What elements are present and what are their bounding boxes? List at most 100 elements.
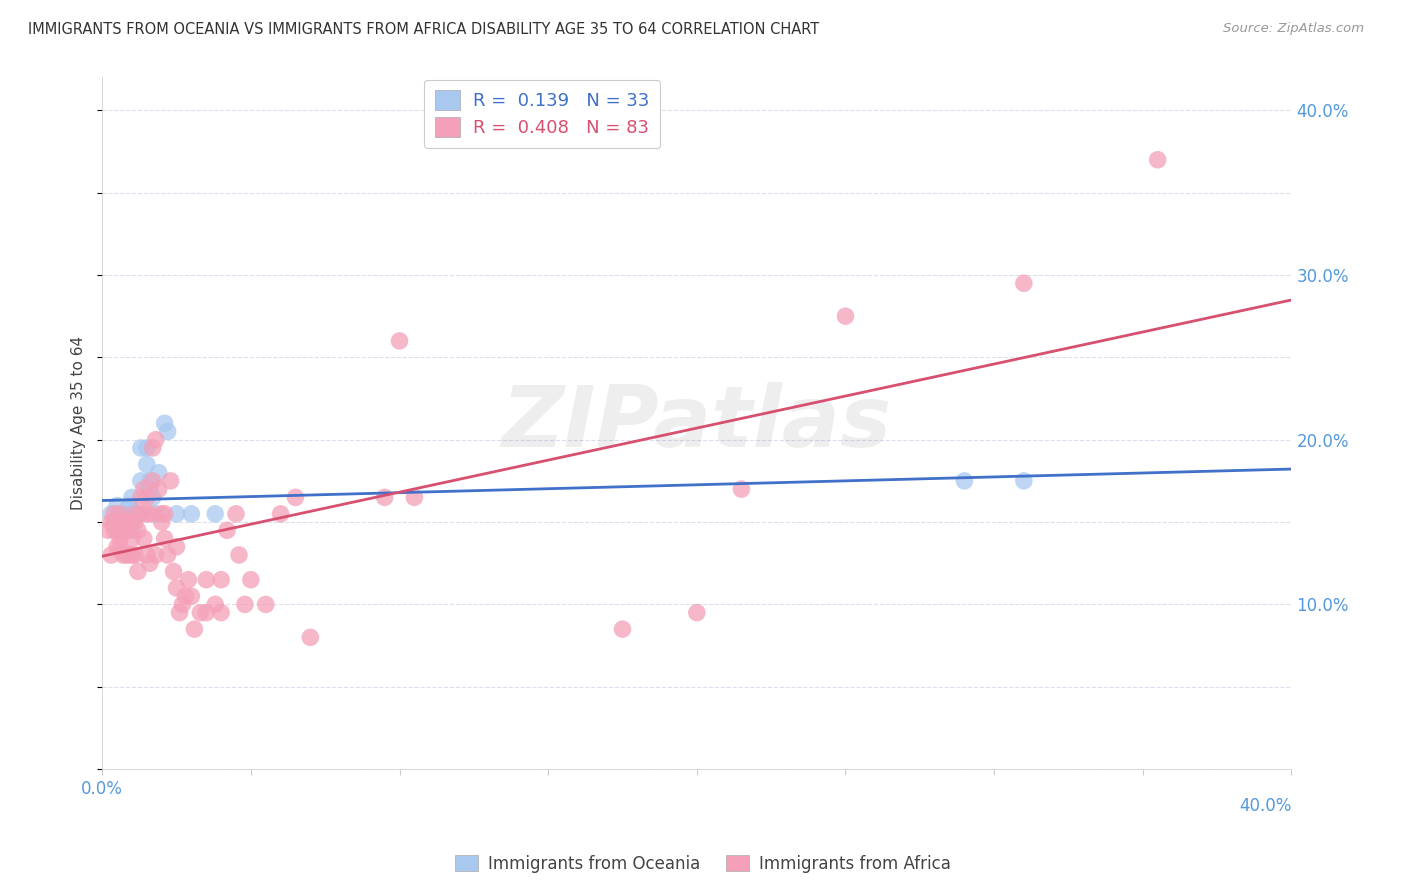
Point (153, 532, 176, 546)
Point (127, 507, 149, 521)
Text: Source: ZipAtlas.com: Source: ZipAtlas.com (1223, 22, 1364, 36)
Point (118, 515, 141, 529)
Point (111, 507, 134, 521)
Point (145, 548, 167, 562)
Point (953, 474, 976, 488)
Point (118, 515, 141, 529)
Point (209, 606, 232, 620)
Point (233, 598, 256, 612)
Point (148, 466, 170, 480)
Point (105, 524, 128, 538)
Point (124, 507, 146, 521)
Point (159, 474, 181, 488)
Point (124, 548, 146, 562)
Point (299, 631, 322, 645)
Point (195, 606, 218, 620)
Point (188, 606, 211, 620)
Point (132, 482, 155, 496)
Point (127, 524, 149, 538)
Point (103, 507, 125, 521)
Y-axis label: Disability Age 35 to 64: Disability Age 35 to 64 (72, 336, 86, 510)
Point (105, 499, 128, 513)
Point (388, 334, 411, 348)
Point (118, 524, 141, 538)
Point (150, 515, 173, 529)
Point (103, 515, 125, 529)
Point (121, 532, 143, 546)
Point (129, 441, 152, 455)
Point (100, 548, 122, 562)
Point (145, 433, 167, 447)
Text: ZIPatlas: ZIPatlas (502, 382, 891, 465)
Point (177, 573, 200, 587)
Point (162, 565, 184, 579)
Point (166, 507, 188, 521)
Point (108, 524, 131, 538)
Point (111, 515, 134, 529)
Point (239, 573, 262, 587)
Point (204, 507, 226, 521)
Point (103, 524, 125, 538)
Point (111, 524, 134, 538)
Point (105, 524, 128, 538)
Point (124, 507, 146, 521)
Point (156, 548, 179, 562)
Point (139, 474, 162, 488)
Text: IMMIGRANTS FROM OCEANIA VS IMMIGRANTS FROM AFRICA DISABILITY AGE 35 TO 64 CORREL: IMMIGRANTS FROM OCEANIA VS IMMIGRANTS FR… (28, 22, 820, 37)
Point (135, 458, 157, 472)
Point (166, 581, 188, 595)
Point (166, 540, 188, 554)
Point (148, 482, 170, 496)
Point (108, 532, 131, 546)
Point (121, 515, 143, 529)
Point (103, 515, 125, 529)
Point (254, 598, 277, 612)
Point (142, 441, 165, 455)
Point (118, 548, 141, 562)
Point (404, 491, 426, 505)
Point (108, 507, 131, 521)
Point (105, 515, 128, 529)
Point (209, 573, 232, 587)
Point (115, 524, 138, 538)
Point (129, 491, 152, 505)
Point (129, 474, 152, 488)
Point (108, 507, 131, 521)
Point (169, 606, 191, 620)
Point (118, 499, 141, 513)
Legend: R =  0.139   N = 33, R =  0.408   N = 83: R = 0.139 N = 33, R = 0.408 N = 83 (425, 79, 661, 148)
Point (1012, 277, 1035, 291)
Point (139, 482, 162, 496)
Point (115, 515, 138, 529)
Point (105, 540, 128, 554)
Point (132, 532, 155, 546)
Point (121, 491, 143, 505)
Point (1146, 153, 1168, 167)
Point (156, 425, 179, 439)
Point (108, 540, 131, 554)
Point (1012, 474, 1035, 488)
Point (270, 507, 292, 521)
Point (142, 474, 165, 488)
Point (135, 441, 157, 455)
Point (139, 507, 162, 521)
Point (153, 417, 176, 431)
Point (225, 507, 247, 521)
Point (217, 524, 239, 538)
Point (111, 548, 134, 562)
Point (121, 507, 143, 521)
Point (142, 491, 165, 505)
Point (139, 556, 162, 570)
Point (172, 598, 194, 612)
Point (834, 310, 856, 324)
Point (108, 515, 131, 529)
Point (686, 606, 709, 620)
Point (612, 622, 634, 636)
Point (153, 507, 176, 521)
Point (100, 507, 122, 521)
Point (100, 515, 122, 529)
Legend: Immigrants from Oceania, Immigrants from Africa: Immigrants from Oceania, Immigrants from… (449, 848, 957, 880)
Point (180, 589, 202, 603)
Point (374, 491, 396, 505)
Point (129, 507, 152, 521)
